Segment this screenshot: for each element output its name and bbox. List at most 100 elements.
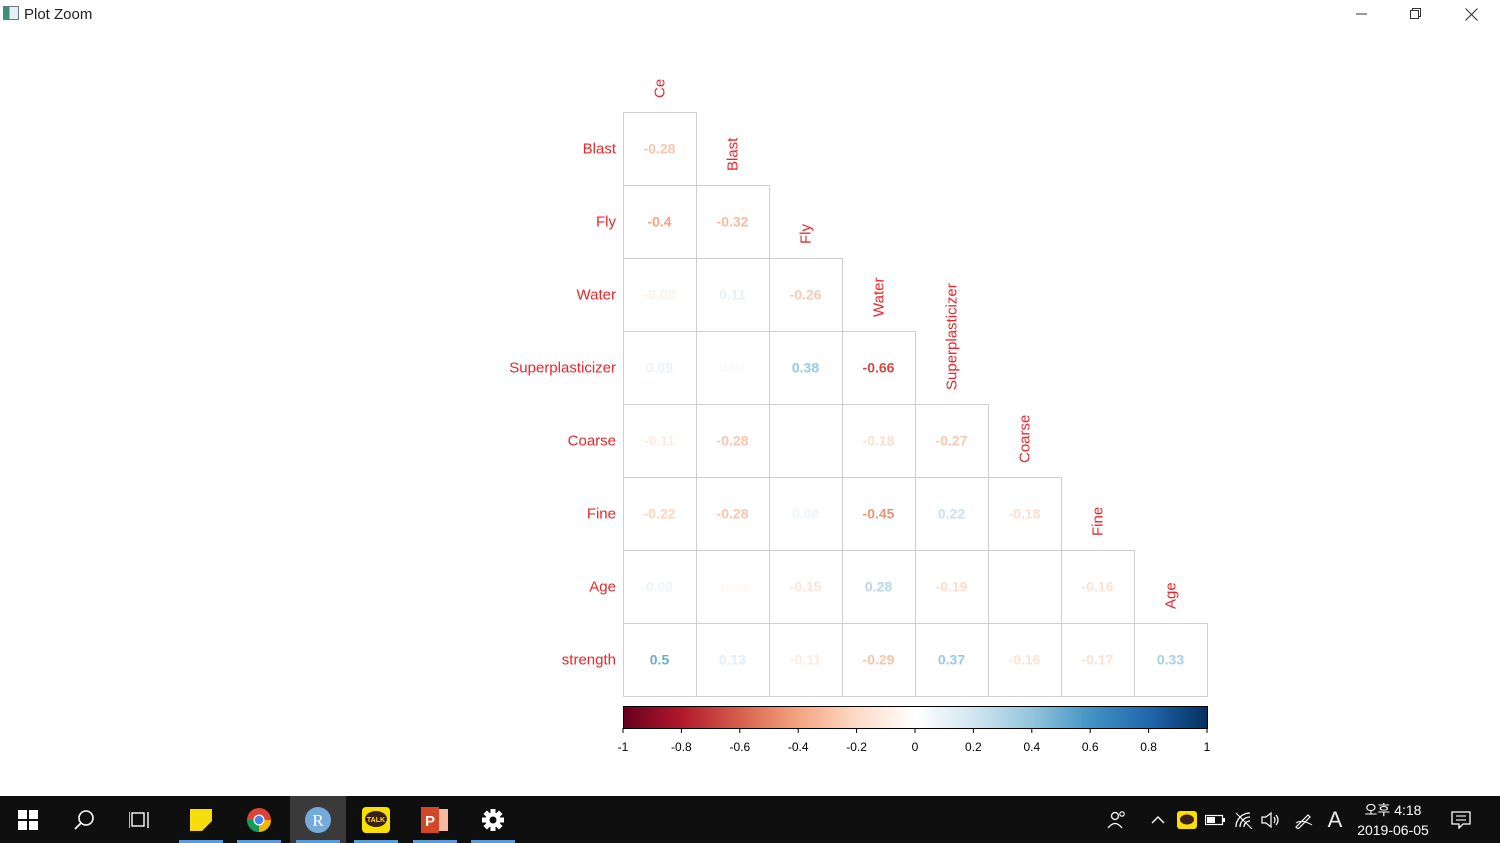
corr-cell xyxy=(769,404,843,478)
corr-cell xyxy=(842,404,916,478)
column-label: Superplasticizer xyxy=(944,283,961,390)
colorbar-tick-label: 1 xyxy=(1204,740,1211,754)
tray-kakaotalk[interactable] xyxy=(1174,796,1200,843)
ime-indicator[interactable]: A xyxy=(1327,806,1343,832)
action-center-button[interactable] xyxy=(1446,796,1476,843)
corr-cell xyxy=(623,623,697,697)
corr-value-label: -0.26 xyxy=(790,287,822,303)
row-label: Blast xyxy=(583,141,617,158)
correlation-plot: -0.28 -0.4 -0.32 -0.08 0.11 -0.26 0.09 0.04 0.38… xyxy=(509,79,1211,754)
corr-value-label: 0.11 xyxy=(719,287,746,303)
corr-value-label: 0.5 xyxy=(650,652,670,668)
corr-value-label: 0.13 xyxy=(719,652,746,668)
corr-value-label: -0.11 xyxy=(790,652,821,668)
corr-value-label: -0.01 xyxy=(790,433,822,449)
row-label: Fly xyxy=(596,214,616,231)
corr-value-label: 0.04 xyxy=(719,360,746,376)
minimize-icon xyxy=(1356,13,1367,15)
corr-value-label: 0.08 xyxy=(792,506,819,522)
corr-cell xyxy=(623,477,697,551)
close-button[interactable] xyxy=(1448,0,1494,28)
row-label: Superplasticizer xyxy=(509,360,616,377)
minimize-button[interactable] xyxy=(1339,0,1385,28)
task-view-button[interactable] xyxy=(112,796,168,843)
corr-cell xyxy=(769,550,843,624)
taskbar-settings[interactable] xyxy=(465,796,521,843)
corr-cell xyxy=(988,477,1062,551)
corr-value-label: -0.16 xyxy=(1082,579,1114,595)
svg-text:TALK: TALK xyxy=(367,817,385,824)
close-icon xyxy=(1464,7,1478,21)
taskbar-r-app[interactable]: R xyxy=(290,796,346,843)
people-button[interactable] xyxy=(1102,796,1132,843)
corr-value-label: -0.28 xyxy=(717,506,749,522)
restore-button[interactable] xyxy=(1393,0,1439,28)
battery-button[interactable] xyxy=(1202,796,1228,843)
corr-cell xyxy=(696,477,770,551)
window-title: Plot Zoom xyxy=(24,6,93,23)
svg-text:R: R xyxy=(312,811,324,830)
corr-value-label: -0.28 xyxy=(644,141,676,157)
corr-cell xyxy=(1061,623,1135,697)
row-label: Age xyxy=(589,579,616,596)
taskbar: R TALK P xyxy=(0,796,1500,843)
plot-area: -0.28 -0.4 -0.32 -0.08 0.11 -0.26 0.09 0.04 0.38… xyxy=(0,28,1500,796)
corr-value-label: -0.66 xyxy=(863,360,895,376)
corr-cell xyxy=(915,550,989,624)
corr-cell xyxy=(769,331,843,405)
corr-cell xyxy=(696,331,770,405)
corr-cell xyxy=(1134,623,1208,697)
clock-date: 2019-06-05 xyxy=(1357,822,1429,838)
corr-cell xyxy=(623,185,697,259)
network-button[interactable] xyxy=(1231,796,1257,843)
corr-cell xyxy=(623,112,697,186)
start-button[interactable] xyxy=(0,796,56,843)
corr-cell xyxy=(696,623,770,697)
battery-icon xyxy=(1205,814,1225,825)
volume-button[interactable] xyxy=(1258,796,1284,843)
colorbar-tick-label: 0.4 xyxy=(1023,740,1040,754)
speaker-icon xyxy=(1261,811,1279,828)
restore-icon xyxy=(1410,8,1421,19)
corr-cell xyxy=(915,404,989,478)
windows-start-icon xyxy=(18,809,38,830)
corr-value-label: 0 xyxy=(1021,579,1029,595)
corr-cell xyxy=(915,477,989,551)
people-icon xyxy=(1107,810,1125,828)
corr-value-label: 0.08 xyxy=(646,579,673,595)
corr-value-label: -0.18 xyxy=(1009,506,1041,522)
corr-value-label: 0.22 xyxy=(938,506,965,522)
corr-value-label: -0.18 xyxy=(863,433,895,449)
colorbar-tick-label: 0.2 xyxy=(965,740,982,754)
colorbar-tick-label: -1 xyxy=(618,740,629,754)
column-label: Blast xyxy=(725,137,742,171)
corr-value-label: 0.28 xyxy=(865,579,892,595)
chrome-icon xyxy=(247,807,271,832)
chevron-up-icon xyxy=(1151,815,1165,823)
colorbar-tick-label: -0.2 xyxy=(846,740,867,754)
taskbar-powerpoint[interactable]: P xyxy=(407,796,463,843)
search-icon xyxy=(74,809,94,830)
clock-time: 오후 4:18 xyxy=(1364,802,1422,818)
taskbar-kakaotalk[interactable]: TALK xyxy=(348,796,404,843)
search-button[interactable] xyxy=(56,796,112,843)
colorbar-tick-label: 0.8 xyxy=(1140,740,1157,754)
pen-workspace-button[interactable] xyxy=(1290,796,1318,843)
show-hidden-icons-button[interactable] xyxy=(1145,796,1171,843)
corr-value-label: -0.19 xyxy=(936,579,968,595)
corr-value-label: -0.22 xyxy=(644,506,676,522)
svg-text:P: P xyxy=(425,813,435,830)
plot-window-icon xyxy=(3,6,19,20)
corr-value-label: 0.33 xyxy=(1157,652,1184,668)
taskbar-sticky-notes[interactable] xyxy=(173,796,229,843)
corr-cell xyxy=(696,550,770,624)
taskbar-chrome[interactable] xyxy=(231,796,287,843)
colorbar-tick-label: 0 xyxy=(912,740,919,754)
corr-cell xyxy=(623,331,697,405)
colorbar-tick-label: 0.6 xyxy=(1082,740,1099,754)
notification-icon xyxy=(1451,810,1471,829)
task-view-icon xyxy=(129,811,149,828)
clock[interactable]: 오후 4:18 2019-06-05 xyxy=(1348,800,1438,840)
corr-value-label: 0.37 xyxy=(938,652,965,668)
corr-value-label: -0.11 xyxy=(644,433,675,449)
